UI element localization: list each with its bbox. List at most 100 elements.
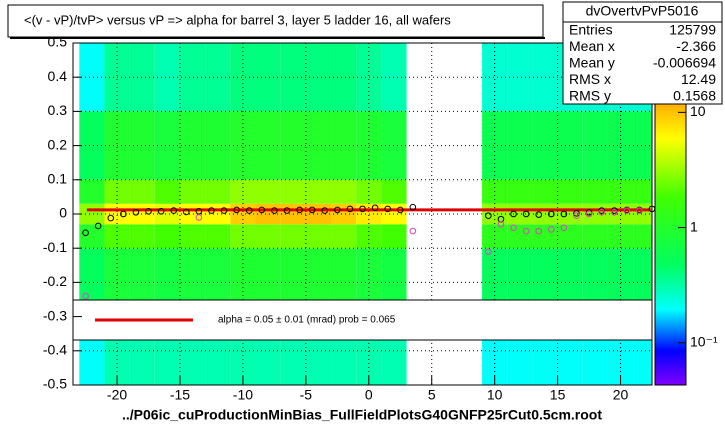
- y-tick-label: 0.4: [48, 68, 68, 84]
- profile-point: [145, 207, 152, 215]
- heatmap-cell: [633, 111, 652, 180]
- heatmap-cell: [557, 179, 583, 204]
- heatmap-cell: [255, 203, 281, 225]
- heatmap-cell: [230, 111, 256, 180]
- heatmap-cell: [230, 203, 256, 225]
- x-tick-label: 0: [365, 387, 373, 403]
- x-tick-label: 10: [487, 387, 503, 403]
- profile-point: [573, 212, 580, 220]
- profile-point: [497, 220, 505, 228]
- profile-point: [510, 224, 517, 231]
- heatmap-cell: [79, 179, 105, 204]
- stats-label: Mean x: [569, 38, 615, 54]
- heatmap-cell: [633, 179, 652, 204]
- z-tick-label: 1: [690, 218, 698, 234]
- heatmap-cell: [633, 224, 652, 249]
- profile-point: [371, 204, 379, 212]
- stats-label: Entries: [569, 22, 613, 38]
- profile-point: [359, 205, 366, 213]
- z-tick-label: 10: [690, 103, 706, 119]
- heatmap-cell: [331, 179, 357, 204]
- profile-point: [535, 227, 543, 235]
- heatmap-cell: [129, 179, 155, 204]
- profile-point: [233, 206, 240, 214]
- y-tick-label: -0.1: [43, 239, 67, 255]
- heatmap-cell: [607, 111, 634, 180]
- stats-value: 125799: [669, 22, 716, 38]
- heatmap-cell: [280, 224, 306, 249]
- profile-point: [157, 207, 165, 215]
- profile-point: [485, 212, 492, 220]
- x-tick-label: 20: [613, 387, 629, 403]
- profile-point: [346, 205, 354, 213]
- profile-point: [195, 214, 203, 221]
- y-tick-label: 0.5: [48, 34, 68, 50]
- heatmap-cell: [607, 224, 634, 249]
- heatmap-cell: [255, 224, 281, 249]
- stats-title: dvOvertvPvP5016: [586, 3, 699, 19]
- heatmap-cell: [79, 43, 105, 112]
- heatmap-cell: [305, 43, 332, 112]
- y-tick-label: 0.1: [48, 171, 68, 187]
- heatmap-cell: [79, 111, 105, 180]
- heatmap-cell: [255, 43, 281, 112]
- profile-point: [623, 207, 631, 214]
- y-tick-label: -0.3: [43, 307, 67, 323]
- heatmap-cell: [280, 179, 306, 204]
- heatmap-cell: [356, 224, 382, 249]
- profile-point: [208, 207, 215, 214]
- profile-point: [82, 229, 89, 237]
- profile-point: [321, 207, 329, 214]
- heatmap-cell: [230, 43, 256, 112]
- heatmap-cell: [305, 224, 332, 249]
- heatmap-cell: [179, 111, 206, 180]
- heatmap-cell: [154, 224, 180, 249]
- profile-point: [107, 214, 115, 222]
- stats-value: -0.006694: [653, 55, 716, 71]
- profile-point: [585, 210, 593, 218]
- profile-point: [560, 210, 568, 218]
- heatmap-cell: [255, 111, 281, 180]
- profile-point: [409, 203, 417, 211]
- heatmap-cell: [104, 224, 130, 249]
- profile-point: [170, 207, 177, 214]
- profile-point: [334, 206, 341, 214]
- heatmap-cell: [154, 111, 180, 180]
- y-tick-label: 0: [59, 205, 67, 221]
- stats-value: 12.49: [681, 71, 716, 87]
- profile-point: [132, 208, 140, 216]
- x-tick-label: -10: [233, 387, 253, 403]
- stats-label: RMS x: [569, 71, 611, 87]
- heatmap-cell: [331, 111, 357, 180]
- stats-value: -2.366: [676, 38, 716, 54]
- heatmap-cell: [205, 224, 231, 249]
- profile-point: [522, 227, 530, 235]
- profile-point: [598, 208, 605, 216]
- x-axis-label: ../P06ic_cuProductionMinBias_FullFieldPl…: [122, 407, 602, 423]
- x-tick-label: 5: [428, 387, 436, 403]
- legend-text: alpha = 0.05 ± 0.01 (mrad) prob = 0.065: [218, 315, 396, 326]
- heatmap-cell: [154, 179, 180, 204]
- x-tick-label: -20: [107, 387, 127, 403]
- profile-point: [245, 207, 253, 214]
- heatmap-cell: [179, 179, 206, 204]
- heatmap-cell: [582, 224, 608, 249]
- profile-point: [94, 222, 102, 230]
- profile-point: [548, 210, 555, 218]
- heatmap-cell: [482, 224, 508, 249]
- heatmap-cell: [79, 203, 105, 225]
- profile-point: [573, 210, 580, 217]
- profile-point: [522, 210, 530, 218]
- profile-point: [560, 224, 568, 231]
- profile-point: [258, 206, 266, 214]
- heatmap-cell: [154, 203, 180, 225]
- heatmap-cell: [255, 179, 281, 204]
- profile-point: [283, 207, 291, 214]
- z-tick-label: 10⁻¹: [690, 333, 718, 349]
- heatmap-cell: [331, 224, 357, 249]
- profile-point: [610, 208, 618, 216]
- heatmap-cell: [507, 179, 533, 204]
- heatmap-cell: [582, 179, 608, 204]
- stats-label: RMS y: [569, 88, 611, 104]
- y-tick-label: 0.2: [48, 136, 68, 152]
